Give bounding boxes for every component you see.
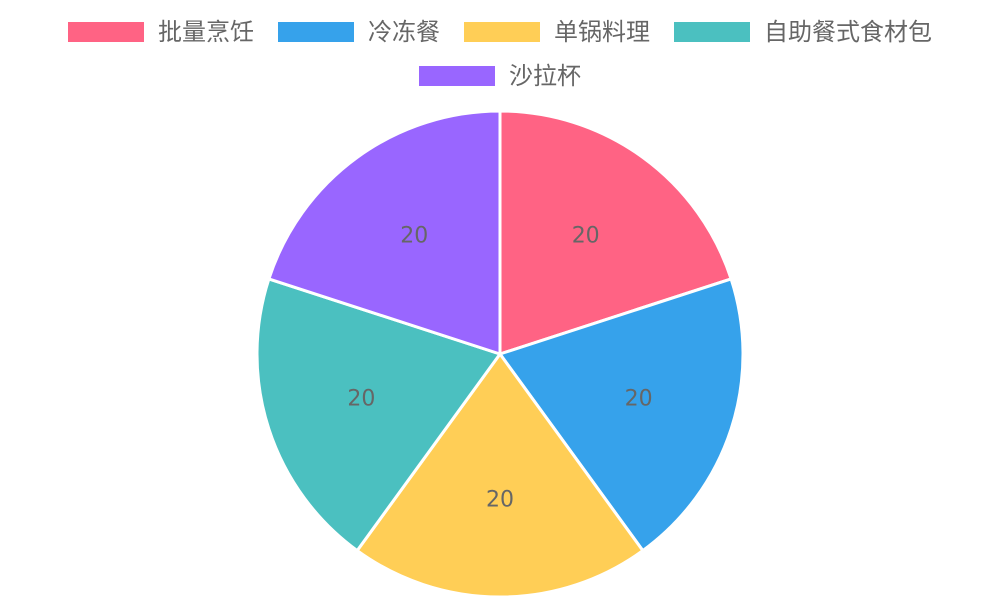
legend-label: 自助餐式食材包 (764, 18, 932, 46)
legend-item[interactable]: 冷冻餐 (278, 18, 440, 46)
pie-slice[interactable] (498, 277, 745, 553)
legend-swatch (68, 22, 144, 42)
pie-slice[interactable] (255, 277, 502, 553)
legend-swatch (278, 22, 354, 42)
slice-value-label: 20 (572, 224, 600, 249)
legend-label: 批量烹饪 (158, 18, 254, 46)
pie-slice[interactable] (355, 352, 645, 599)
legend-swatch (674, 22, 750, 42)
legend-label: 冷冻餐 (368, 18, 440, 46)
legend-swatch (464, 22, 540, 42)
legend-swatch (419, 66, 495, 86)
legend-item[interactable]: 批量烹饪 (68, 18, 254, 46)
slice-value-label: 20 (486, 487, 514, 512)
pie-slices (255, 109, 745, 599)
slice-value-label: 20 (347, 387, 375, 412)
legend-item[interactable]: 单锅料理 (464, 18, 650, 46)
legend-item[interactable]: 自助餐式食材包 (674, 18, 932, 46)
pie-slice[interactable] (498, 109, 733, 356)
slice-value-label: 20 (625, 387, 653, 412)
slice-value-label: 20 (400, 224, 428, 249)
legend-label: 沙拉杯 (509, 62, 581, 90)
pie-slice[interactable] (267, 109, 502, 356)
slice-labels: 20 20 20 20 20 (347, 224, 652, 513)
legend-item[interactable]: 沙拉杯 (419, 62, 581, 90)
legend-label: 单锅料理 (554, 18, 650, 46)
